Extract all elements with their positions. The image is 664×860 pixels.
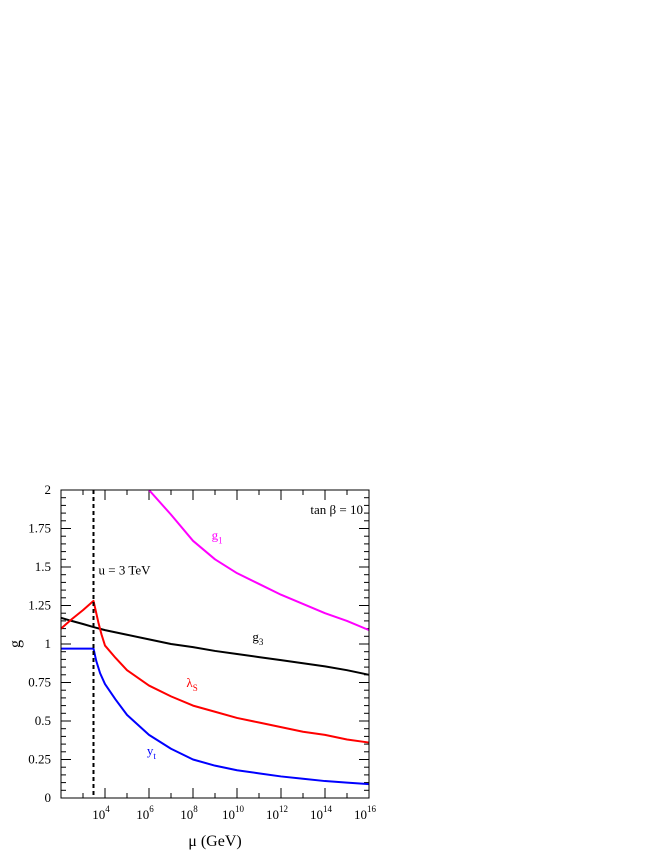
g3-label-sub: 3 — [259, 637, 264, 647]
x-tick-exponent: 12 — [279, 804, 288, 814]
g3-curve — [60, 616, 370, 676]
g3-label-main: g — [252, 629, 259, 644]
y-tick-label: 2 — [45, 482, 52, 497]
x-tick-label: 1010 — [222, 804, 245, 822]
plot-frame — [60, 489, 370, 799]
lambdaS-label-main: λ — [186, 675, 193, 690]
x-tick-exponent: 8 — [193, 804, 198, 814]
x-tick-base: 10 — [266, 807, 279, 822]
curves-layer — [60, 489, 370, 786]
yt-label: yt — [147, 743, 157, 761]
x-tick-label: 1012 — [266, 804, 288, 822]
x-tick-base: 10 — [222, 807, 235, 822]
y-tick-label: 0 — [45, 790, 52, 805]
x-tick-label: 108 — [180, 804, 198, 822]
y-tick-label: 1.25 — [28, 598, 51, 613]
x-tick-exponent: 4 — [105, 804, 110, 814]
x-tick-exponent: 10 — [235, 804, 245, 814]
y-tick-label: 0.25 — [28, 752, 51, 767]
y-tick-label: 1.75 — [28, 521, 51, 536]
x-tick-label: 1014 — [310, 804, 333, 822]
x-axis-label: μ (GeV) — [188, 833, 241, 850]
x-tick-label: 106 — [136, 804, 154, 822]
yt-label-main: y — [147, 743, 154, 758]
tan-beta-annotation: tan β = 10 — [310, 502, 363, 517]
g3-label: g3 — [252, 629, 263, 647]
g1-label: g1 — [212, 527, 223, 545]
x-tick-exponent: 6 — [149, 804, 154, 814]
y-tick-label: 1 — [45, 636, 52, 651]
x-tick-base: 10 — [354, 807, 367, 822]
y-tick-label: 0.75 — [28, 675, 51, 690]
x-tick-label: 1016 — [354, 804, 377, 822]
x-tick-base: 10 — [92, 807, 105, 822]
x-tick-base: 10 — [136, 807, 149, 822]
g1-label-main: g — [212, 527, 219, 542]
y-axis-label: g — [7, 640, 24, 648]
x-tick-exponent: 16 — [367, 804, 377, 814]
lambdaS-label-sub: S — [193, 683, 198, 693]
yt-curve — [61, 647, 370, 786]
lambdaS-curve — [60, 599, 370, 744]
y-tick-label: 0.5 — [35, 713, 51, 728]
x-tick-base: 10 — [310, 807, 323, 822]
x-tick-base: 10 — [180, 807, 193, 822]
yt-label-sub: t — [153, 751, 156, 761]
x-tick-exponent: 14 — [323, 804, 333, 814]
g1-label-sub: 1 — [218, 535, 223, 545]
y-tick-label: 1.5 — [35, 559, 51, 574]
x-tick-label: 104 — [92, 804, 110, 822]
lambdaS-label: λS — [186, 675, 197, 693]
g1-curve — [148, 489, 370, 632]
u-threshold-annotation: u = 3 TeV — [98, 563, 151, 578]
